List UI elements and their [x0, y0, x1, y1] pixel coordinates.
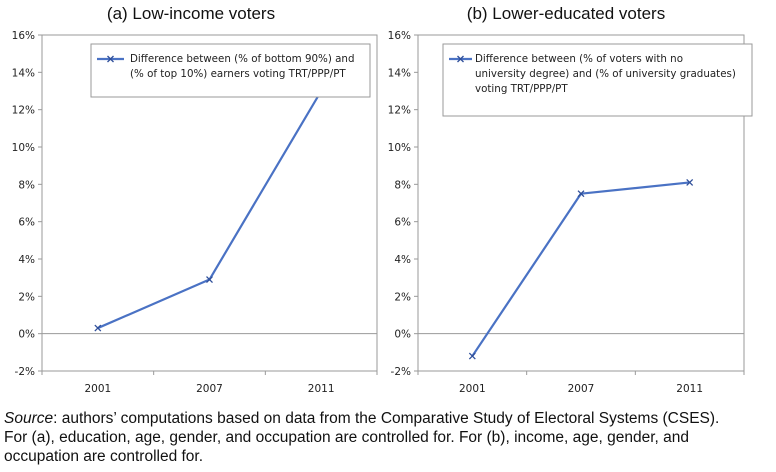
x-tick-label: 2001 [459, 383, 486, 395]
data-point-marker [577, 190, 585, 198]
y-tick-label: 12% [12, 105, 35, 117]
legend-label: university degree) and (% of university … [475, 68, 736, 80]
y-tick-label: 4% [394, 254, 411, 266]
y-tick-label: 8% [18, 179, 35, 191]
legend-label: Difference between (% of bottom 90%) and [130, 53, 355, 65]
series-line [97, 90, 323, 330]
x-tick-label: 2011 [308, 383, 335, 395]
series-line [471, 181, 690, 357]
data-point-marker [468, 352, 476, 360]
plot-frame [417, 34, 745, 372]
data-point-2007 [577, 190, 585, 198]
data-point-2007 [206, 276, 213, 283]
caption-source-text: : authors’ computations based on data fr… [53, 410, 720, 427]
caption: Source: authors’ computations based on d… [4, 409, 774, 466]
y-tick-label: 2% [394, 291, 411, 303]
legend-label: voting TRT/PPP/PT [475, 83, 568, 95]
y-tick-label: 4% [18, 254, 35, 266]
x-tick-label: 2007 [196, 383, 223, 395]
data-point-2001 [94, 324, 102, 332]
data-point-2001 [468, 352, 476, 360]
y-tick-label: 14% [12, 67, 35, 79]
x-tick-label: 2011 [676, 383, 703, 395]
legend-swatch-marker [457, 55, 464, 63]
y-tick-label: 6% [394, 217, 411, 229]
x-tick-label: 2007 [568, 383, 595, 395]
y-tick-label: 10% [12, 142, 35, 154]
legend-label: Difference between (% of voters with no [475, 53, 683, 65]
y-tick-label: 12% [388, 105, 411, 117]
y-tick-label: 10% [388, 142, 411, 154]
y-tick-label: -2% [15, 366, 35, 378]
legend-swatch-marker [107, 55, 114, 63]
figure: (a) Low-income voters -2% 0% 2% 4% 6% 8% 10% 12%… [12, 4, 753, 395]
caption-line-2: For (a), education, age, gender, and occ… [4, 429, 690, 446]
panel-b-lower-educated: (b) Lower-educated voters -2% 0% 2% 4% 6% 8% 10… [388, 4, 753, 395]
x-tick-label: 2001 [84, 383, 111, 395]
y-tick-label: -2% [391, 366, 411, 378]
legend: Difference between (% of bottom 90%) and… [90, 43, 371, 98]
y-tick-label: 6% [18, 217, 35, 229]
data-point-2011 [686, 179, 694, 186]
legend-label: (% of top 10%) earners voting TRT/PPP/PT [130, 68, 346, 80]
data-point-marker [206, 276, 213, 283]
y-tick-label: 0% [394, 329, 411, 341]
caption-source-label: Source [4, 410, 54, 427]
y-tick-label: 16% [388, 30, 411, 42]
data-point-marker [94, 324, 102, 332]
y-tick-label: 8% [394, 179, 411, 191]
caption-line-1: Source: authors’ computations based on d… [4, 409, 774, 428]
y-tick-label: 0% [18, 329, 35, 341]
panel-title: (b) Lower-educated voters [467, 4, 665, 23]
y-tick-label: 2% [18, 291, 35, 303]
caption-line-3: occupation are controlled for. [4, 448, 204, 465]
plot-frame [41, 34, 378, 372]
data-point-marker [686, 179, 694, 186]
legend-box [90, 43, 371, 98]
legend: Difference between (% of voters with no u… [442, 43, 753, 117]
panel-a-low-income: (a) Low-income voters -2% 0% 2% 4% 6% 8% 10% 12%… [12, 4, 378, 395]
legend-box [442, 43, 753, 117]
y-tick-label: 14% [388, 67, 411, 79]
panel-title: (a) Low-income voters [107, 4, 275, 23]
y-tick-label: 16% [12, 30, 35, 42]
